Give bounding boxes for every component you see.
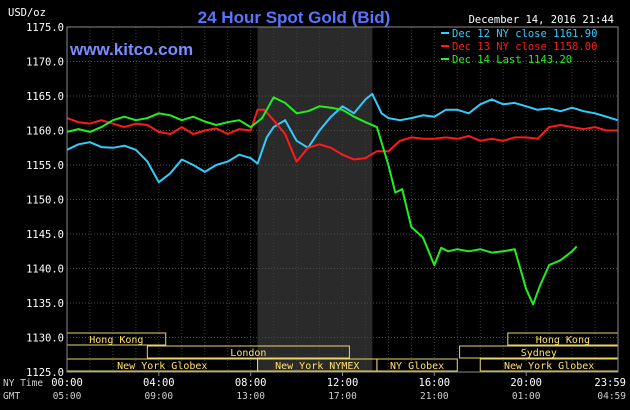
x-tick-label: 04:59 bbox=[597, 391, 626, 402]
source-brand: www.kitco.com bbox=[69, 40, 193, 59]
series-line bbox=[66, 92, 618, 184]
y-tick-label: 1150.0 bbox=[26, 195, 64, 207]
y-tick-label: 1125.0 bbox=[26, 367, 64, 379]
x-tick-label: 04:00 bbox=[143, 377, 175, 389]
x-tick-label: 05:00 bbox=[53, 391, 82, 402]
series-line bbox=[66, 96, 578, 306]
nymex-session-shade bbox=[257, 27, 373, 372]
series-line bbox=[66, 108, 618, 163]
y-tick-label: 1175.0 bbox=[26, 22, 64, 34]
y-tick-label: 1140.0 bbox=[26, 264, 64, 276]
x-axis-ticks: 00:00 04:00 08:00 12:00 16:00 20:00 23:59 05:00… bbox=[51, 372, 626, 402]
horizontal-grid bbox=[67, 61, 618, 338]
y-axis-ticks: 1175.0 1170.0 1165.0 1160.0 1155.0 1150.0 1145… bbox=[26, 22, 64, 379]
legend-entry: Dec 13 NY close 1158.00 bbox=[452, 41, 597, 53]
session-band-label: New York NYMEX bbox=[275, 361, 359, 372]
x-tick-label: 20:00 bbox=[510, 377, 542, 389]
chart-timestamp: December 14, 2016 21:44 bbox=[469, 14, 614, 26]
price-series bbox=[66, 92, 618, 306]
x-tick-label: 23:59 bbox=[594, 377, 626, 389]
legend-entry: Dec 12 NY close 1161.90 bbox=[452, 28, 597, 40]
y-axis-unit: USD/oz bbox=[8, 7, 46, 19]
legend-entry: Dec 14 Last 1143.20 bbox=[452, 54, 572, 66]
session-band-label: NY Globex bbox=[390, 361, 444, 372]
session-band-label: Sydney bbox=[521, 348, 557, 359]
x-tick-label: 13:00 bbox=[236, 391, 265, 402]
y-tick-label: 1160.0 bbox=[26, 126, 64, 138]
x-tick-label: 16:00 bbox=[419, 377, 451, 389]
vertical-grid bbox=[89, 27, 596, 372]
y-tick-label: 1155.0 bbox=[26, 160, 64, 172]
session-band-label: Hong Kong bbox=[536, 335, 590, 346]
session-band bbox=[146, 345, 350, 359]
x-tick-label: 00:00 bbox=[51, 377, 83, 389]
y-tick-label: 1130.0 bbox=[26, 333, 64, 345]
x-tick-label: 08:00 bbox=[235, 377, 267, 389]
chart-title: 24 Hour Spot Gold (Bid) bbox=[198, 8, 391, 27]
x-tick-label: 01:00 bbox=[512, 391, 541, 402]
session-band-label: New York Globex bbox=[504, 361, 594, 372]
y-tick-label: 1170.0 bbox=[26, 57, 64, 69]
session-band-label: Hong Kong bbox=[89, 335, 143, 346]
x-tick-label: 09:00 bbox=[145, 391, 174, 402]
session-band bbox=[376, 358, 458, 372]
x-axis-row-label: GMT bbox=[3, 391, 20, 402]
y-tick-label: 1165.0 bbox=[26, 91, 64, 103]
x-tick-label: 17:00 bbox=[328, 391, 357, 402]
x-tick-label: 12:00 bbox=[327, 377, 359, 389]
x-axis-row-labels: NY Time GMT bbox=[3, 378, 43, 402]
x-axis-row-label: NY Time bbox=[3, 378, 43, 389]
session-band-label: New York Globex bbox=[117, 361, 207, 372]
y-tick-label: 1145.0 bbox=[26, 229, 64, 241]
y-tick-label: 1135.0 bbox=[26, 298, 64, 310]
session-band-label: London bbox=[230, 348, 266, 359]
x-tick-label: 21:00 bbox=[420, 391, 449, 402]
